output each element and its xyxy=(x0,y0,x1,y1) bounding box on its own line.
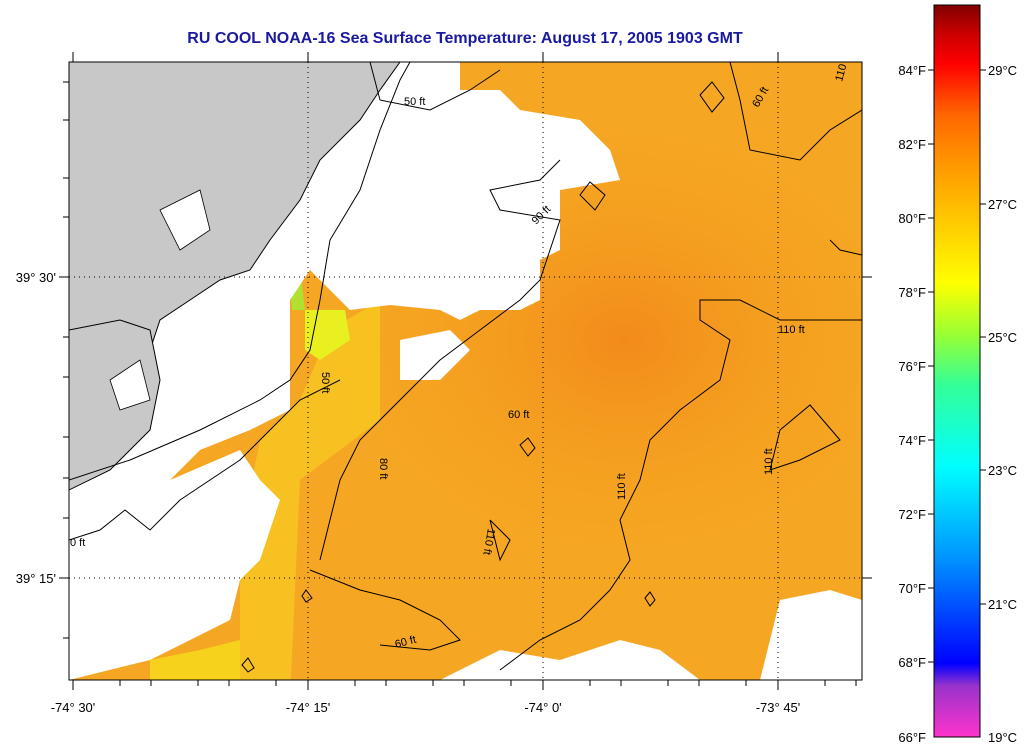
contour-closed-loop-north xyxy=(699,81,725,113)
cloud-no-data-south xyxy=(69,450,280,680)
lon-tick-label: -74° 15' xyxy=(286,700,331,715)
colorbar-c-label: 23°C xyxy=(988,463,1017,478)
bay-inlet xyxy=(159,189,211,251)
contour-label: 60 ft xyxy=(508,409,529,421)
lon-tick-label: -74° 30' xyxy=(51,700,96,715)
colorbar-f-label: 70°F xyxy=(898,581,926,596)
colorbar-f-label: 76°F xyxy=(898,359,926,374)
lon-tick-label: -73° 45' xyxy=(756,700,801,715)
contour-60ft xyxy=(319,159,561,561)
colorbar-f-label: 82°F xyxy=(898,137,926,152)
contour-label: 50 ft xyxy=(404,96,425,108)
contour-closed-loop-mid xyxy=(579,181,606,211)
contour-label: 110 ft xyxy=(480,527,496,555)
map-title: RU COOL NOAA-16 Sea Surface Temperature:… xyxy=(187,30,743,47)
colorbar-f-label: 80°F xyxy=(898,211,926,226)
south-yellow-strip xyxy=(150,640,240,680)
bathymetry-contours xyxy=(69,62,862,673)
contour-label: 0 ft xyxy=(70,537,85,549)
colorbar-f-label: 74°F xyxy=(898,433,926,448)
contour-60ft-south xyxy=(309,569,461,651)
map-frame xyxy=(68,61,863,681)
contour-closed-loop-south xyxy=(644,591,656,607)
colorbar-f-label: 78°F xyxy=(898,285,926,300)
contour-label: 110 ft xyxy=(778,324,805,336)
contour-closed-loop-west xyxy=(301,589,313,603)
contour-label: 110 ft xyxy=(616,473,628,500)
colorbar-ticks xyxy=(928,69,986,663)
colorbar-c-label: 27°C xyxy=(988,197,1017,212)
map-area: 50 ft 50 ft 60 ft 60 ft 60 ft 80 ft 90 f… xyxy=(69,62,862,680)
colorbar-c-label: 21°C xyxy=(988,597,1017,612)
colorbar-f-label: 66°F xyxy=(898,730,926,745)
graticule xyxy=(69,62,862,680)
colorbar-c-label: 29°C xyxy=(988,63,1017,78)
contour-110ft-east-loop xyxy=(769,404,841,471)
colorbar-c-label: 19°C xyxy=(988,730,1017,745)
nearshore-cooler-band xyxy=(240,300,380,680)
lon-tick-label: -74° 0' xyxy=(524,700,561,715)
contour-east-edge xyxy=(829,239,862,256)
contour-closed-loop-southwest xyxy=(241,657,255,673)
contour-50ft-north xyxy=(369,62,501,111)
colorbar-f-label: 68°F xyxy=(898,655,926,670)
lat-tick-label: 39° 30' xyxy=(16,270,56,285)
colorbar-c-label: 25°C xyxy=(988,330,1017,345)
cloud-patch-southeast xyxy=(760,590,862,680)
contour-label: 110 ft xyxy=(763,448,775,475)
cloud-patch-center xyxy=(400,330,470,380)
contour-label: 60 ft xyxy=(394,634,418,651)
contour-110ft xyxy=(499,299,862,671)
colorbar xyxy=(933,4,981,738)
lat-tick-label: 39° 15' xyxy=(16,571,56,586)
contour-110ft-north xyxy=(729,62,862,161)
contour-label: 80 ft xyxy=(377,458,389,479)
contour-shelf-0ft xyxy=(69,379,341,541)
axis-ticks xyxy=(59,52,872,690)
cloud-patch-south xyxy=(440,640,700,680)
colorbar-f-label: 84°F xyxy=(898,63,926,78)
contour-110ft-center-loop xyxy=(489,519,511,562)
contour-closed-loop-center xyxy=(519,437,536,457)
contour-50ft xyxy=(69,62,411,481)
marsh-inlet xyxy=(109,359,151,411)
colorbar-f-label: 72°F xyxy=(898,507,926,522)
yellow-pixel-patch xyxy=(305,310,350,360)
contour-label: 50 ft xyxy=(319,372,331,393)
